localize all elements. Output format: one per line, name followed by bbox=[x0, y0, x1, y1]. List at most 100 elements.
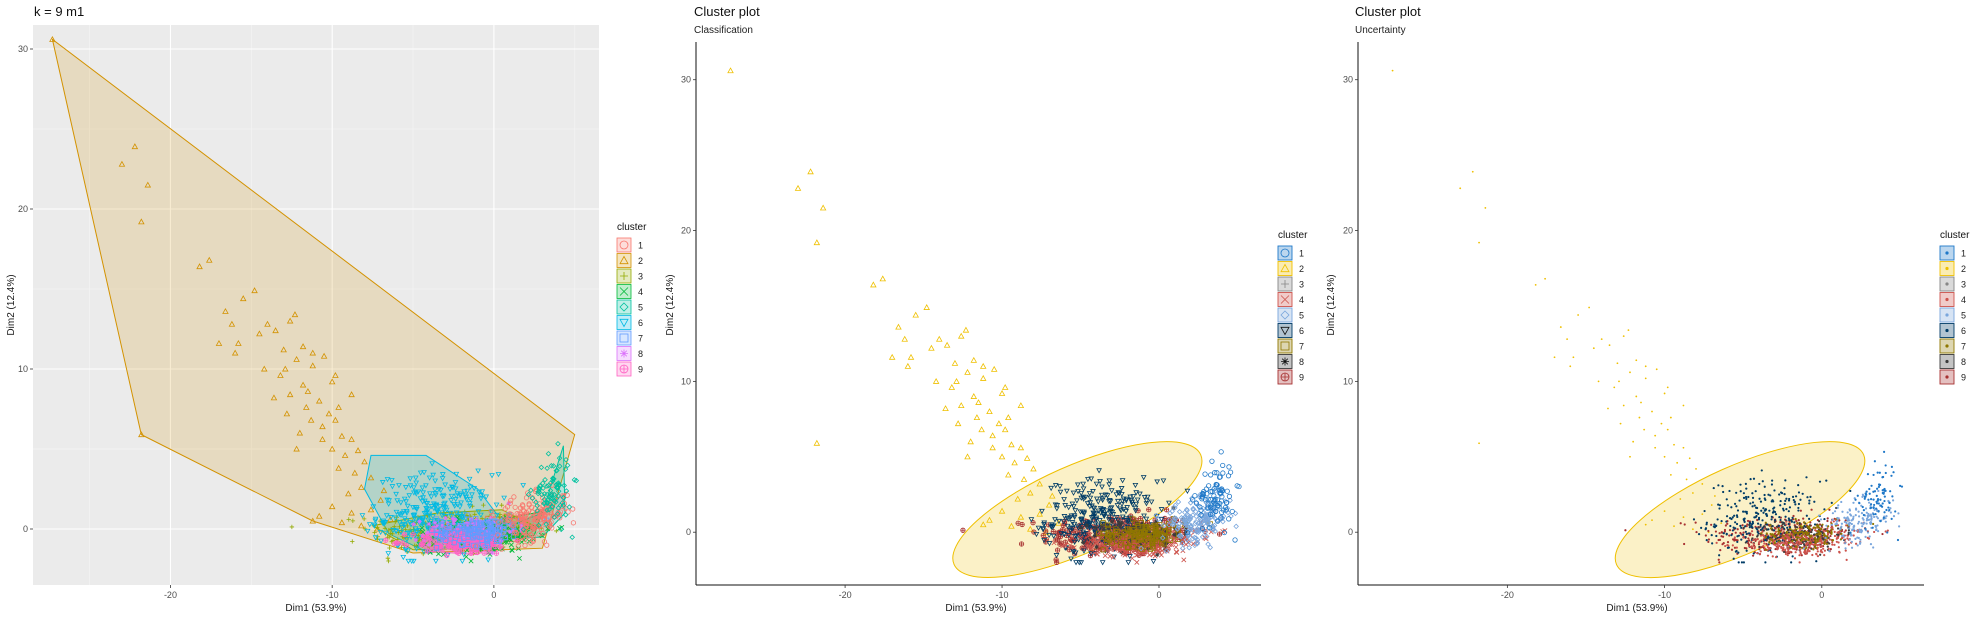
kmeans-point bbox=[351, 469, 359, 476]
classification-y-tick-label: 10 bbox=[681, 376, 691, 386]
uncertainty-point bbox=[1777, 546, 1780, 549]
kmeans-point bbox=[458, 529, 464, 536]
kmeans-point bbox=[451, 501, 457, 508]
uncertainty-point bbox=[1741, 524, 1744, 527]
uncertainty-point bbox=[1733, 514, 1736, 517]
uncertainty-point bbox=[1745, 547, 1748, 550]
kmeans-point-inner bbox=[494, 551, 499, 556]
uncertainty-point bbox=[1588, 306, 1591, 309]
classification-point bbox=[1089, 545, 1095, 551]
uncertainty-point bbox=[1823, 540, 1826, 544]
classification-y-tick-label: 30 bbox=[681, 75, 691, 85]
uncertainty-point bbox=[1811, 528, 1814, 531]
classification-subtitle: Classification bbox=[694, 25, 753, 36]
kmeans-point bbox=[364, 528, 371, 535]
classification-point bbox=[1105, 536, 1110, 541]
uncertainty-point bbox=[1844, 549, 1847, 552]
kmeans-point bbox=[474, 517, 480, 522]
classification-point bbox=[1190, 506, 1196, 513]
uncertainty-point bbox=[1797, 536, 1800, 539]
kmeans-point bbox=[251, 287, 258, 294]
uncertainty-point bbox=[1793, 547, 1796, 550]
uncertainty-point bbox=[1782, 534, 1785, 537]
classification-point bbox=[1105, 525, 1111, 531]
uncertainty-point bbox=[1822, 538, 1825, 541]
uncertainty-point bbox=[1725, 520, 1728, 523]
kmeans-point bbox=[515, 543, 521, 549]
classification-point bbox=[1087, 495, 1094, 501]
kmeans-point bbox=[286, 317, 294, 324]
uncertainty-point bbox=[1714, 530, 1718, 533]
uncertainty-point bbox=[1722, 532, 1725, 535]
classification-point bbox=[1118, 491, 1125, 498]
classification-point bbox=[1088, 541, 1094, 547]
kmeans-point bbox=[432, 520, 438, 525]
kmeans-point bbox=[380, 518, 387, 524]
classification-point bbox=[1229, 508, 1235, 515]
uncertainty-point bbox=[1824, 538, 1827, 541]
kmeans-point bbox=[397, 500, 404, 506]
uncertainty-point bbox=[1771, 539, 1774, 542]
uncertainty-point bbox=[1742, 518, 1745, 521]
uncertainty-point bbox=[1682, 516, 1685, 519]
uncertainty-point bbox=[1717, 503, 1720, 506]
classification-point bbox=[1069, 520, 1076, 526]
kmeans-legend-key-1 bbox=[616, 237, 632, 253]
classification-point bbox=[979, 362, 987, 369]
kmeans-point bbox=[495, 530, 501, 536]
uncertainty-point bbox=[1757, 518, 1761, 521]
uncertainty-point bbox=[1788, 526, 1792, 529]
kmeans-point bbox=[501, 526, 507, 532]
kmeans-point bbox=[412, 475, 419, 481]
uncertainty-point bbox=[1723, 528, 1727, 532]
uncertainty-point bbox=[1838, 550, 1841, 553]
uncertainty-point bbox=[1806, 496, 1809, 499]
kmeans-point bbox=[350, 518, 356, 524]
uncertainty-point bbox=[1769, 494, 1772, 497]
kmeans-point bbox=[544, 497, 551, 503]
kmeans-point bbox=[478, 496, 484, 502]
classification-point bbox=[932, 377, 940, 384]
classification-point bbox=[957, 332, 965, 339]
uncertainty-point bbox=[1746, 519, 1750, 523]
uncertainty-point bbox=[1735, 546, 1738, 549]
classification-point bbox=[1114, 529, 1121, 535]
classification-point bbox=[1048, 485, 1054, 492]
classification-point bbox=[1176, 533, 1182, 539]
uncertainty-point bbox=[1774, 519, 1777, 522]
kmeans-point bbox=[565, 509, 571, 515]
kmeans-point bbox=[315, 397, 323, 404]
uncertainty-point bbox=[1867, 537, 1871, 540]
classification-point bbox=[1041, 522, 1047, 528]
kmeans-point bbox=[554, 510, 561, 517]
uncertainty-point bbox=[1744, 510, 1747, 513]
kmeans-point bbox=[228, 320, 236, 327]
classification-point bbox=[1056, 518, 1062, 525]
classification-point bbox=[813, 439, 821, 446]
kmeans-point bbox=[414, 543, 419, 549]
classification-point bbox=[1136, 529, 1143, 535]
uncertainty-point bbox=[1784, 479, 1787, 482]
uncertainty-point bbox=[1755, 511, 1758, 515]
classification-point bbox=[998, 390, 1006, 396]
classification-point bbox=[1119, 521, 1124, 526]
classification-point bbox=[964, 368, 971, 375]
classification-point bbox=[901, 335, 909, 342]
uncertainty-point bbox=[1742, 526, 1745, 529]
uncertainty-point bbox=[1823, 553, 1826, 557]
kmeans-point bbox=[554, 481, 561, 487]
uncertainty-point bbox=[1723, 530, 1726, 533]
classification-point bbox=[1166, 517, 1173, 523]
classification-point bbox=[1190, 505, 1196, 512]
uncertainty-point bbox=[1720, 519, 1723, 523]
uncertainty-point bbox=[1673, 525, 1675, 528]
kmeans-legend-key-6 bbox=[616, 315, 632, 330]
classification-point bbox=[1074, 482, 1081, 488]
uncertainty-point bbox=[1644, 523, 1647, 526]
kmeans-point bbox=[332, 371, 339, 378]
kmeans-point bbox=[558, 526, 564, 533]
kmeans-point bbox=[520, 507, 526, 513]
classification-point bbox=[1041, 537, 1048, 544]
uncertainty-point bbox=[1726, 504, 1729, 507]
uncertainty-point bbox=[1837, 533, 1840, 536]
